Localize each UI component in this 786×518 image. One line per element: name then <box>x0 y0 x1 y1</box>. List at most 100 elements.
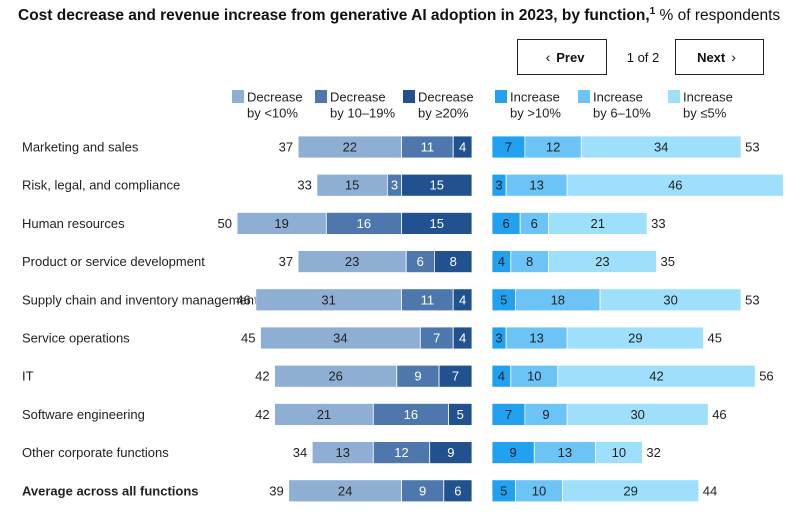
category-label: IT <box>22 369 34 384</box>
decrease-total: 34 <box>293 445 307 460</box>
decrease-value: 8 <box>450 254 457 269</box>
decrease-total: 37 <box>279 254 293 269</box>
legend-increase-label-1-line2: by 6–10% <box>593 106 651 121</box>
legend-increase-swatch-0 <box>495 90 507 103</box>
increase-value: 34 <box>654 140 668 155</box>
decrease-value: 11 <box>421 140 435 155</box>
increase-value: 10 <box>612 445 626 460</box>
next-button[interactable]: Next › <box>675 39 764 75</box>
title-unit: % of respondents <box>655 7 781 25</box>
category-label: Marketing and sales <box>22 140 139 155</box>
increase-total: 35 <box>661 254 675 269</box>
legend-decrease-label-2-line2: by ≥20% <box>418 106 469 121</box>
decrease-total: 46 <box>236 292 250 307</box>
decrease-value: 11 <box>421 292 435 307</box>
decrease-value: 21 <box>317 407 331 422</box>
decrease-value: 15 <box>430 216 444 231</box>
legend-increase-label-1-line1: Increase <box>593 90 643 105</box>
decrease-bar <box>429 441 473 465</box>
legend-decrease-swatch-1 <box>315 90 327 103</box>
legend-increase-swatch-2 <box>668 90 680 103</box>
decrease-bar <box>401 211 473 235</box>
decrease-value: 4 <box>459 140 466 155</box>
increase-value: 5 <box>500 483 507 498</box>
increase-total: 46 <box>712 407 726 422</box>
decrease-value: 3 <box>391 178 398 193</box>
category-label: Risk, legal, and compliance <box>22 178 180 193</box>
increase-value: 6 <box>531 216 538 231</box>
legend-increase-label-0-line2: by >10% <box>510 106 561 121</box>
prev-label: Prev <box>556 49 585 65</box>
increase-value: 42 <box>649 369 663 384</box>
legend-decrease-label-1-line1: Decrease <box>330 90 386 105</box>
increase-value: 10 <box>527 369 541 384</box>
legend-decrease-label-2-line1: Decrease <box>418 90 474 105</box>
increase-value: 30 <box>630 407 644 422</box>
decrease-bar <box>452 135 473 159</box>
decrease-value: 6 <box>417 254 424 269</box>
decrease-bar <box>452 288 473 312</box>
increase-value: 13 <box>529 331 543 346</box>
title-main: Cost decrease and revenue increase from … <box>18 7 650 25</box>
decrease-value: 13 <box>336 445 350 460</box>
decrease-value: 34 <box>333 331 347 346</box>
decrease-bar <box>433 250 473 274</box>
legend-decrease-swatch-2 <box>403 90 415 103</box>
prev-button[interactable]: ‹ Prev <box>517 39 607 75</box>
legend-decrease-label-0-line1: Decrease <box>247 90 303 105</box>
legend-increase-label-0-line1: Increase <box>510 90 560 105</box>
category-label: Supply chain and inventory management <box>22 292 258 307</box>
increase-bar <box>562 479 700 503</box>
increase-value: 7 <box>505 140 512 155</box>
decrease-bar <box>448 402 473 426</box>
decrease-total: 42 <box>255 407 269 422</box>
legend-decrease-label-1-line2: by 10–19% <box>330 106 395 121</box>
increase-value: 30 <box>663 292 677 307</box>
increase-total: 44 <box>703 483 717 498</box>
category-label: Software engineering <box>22 407 145 422</box>
decrease-value: 26 <box>328 369 342 384</box>
increase-total: 56 <box>759 369 773 384</box>
increase-value: 9 <box>542 407 549 422</box>
category-label: Average across all functions <box>22 483 199 498</box>
increase-bar <box>566 173 784 197</box>
decrease-value: 9 <box>447 445 454 460</box>
increase-value: 9 <box>510 445 517 460</box>
increase-value: 29 <box>623 483 637 498</box>
decrease-total: 33 <box>297 178 311 193</box>
legend-increase-swatch-1 <box>578 90 590 103</box>
decrease-total: 50 <box>218 216 232 231</box>
increase-value: 29 <box>628 331 642 346</box>
decrease-bar <box>438 364 473 388</box>
increase-total: 53 <box>745 292 759 307</box>
legend-increase-label-2-line2: by ≤5% <box>683 106 727 121</box>
legend-decrease-swatch-0 <box>232 90 244 103</box>
decrease-total: 42 <box>255 369 269 384</box>
decrease-value: 16 <box>404 407 418 422</box>
decrease-value: 5 <box>457 407 464 422</box>
decrease-value: 24 <box>338 483 352 498</box>
increase-value: 13 <box>529 178 543 193</box>
increase-total: 53 <box>745 140 759 155</box>
decrease-bar <box>443 479 473 503</box>
decrease-bar <box>452 326 473 350</box>
decrease-value: 16 <box>357 216 371 231</box>
increase-value: 21 <box>591 216 605 231</box>
chart-title: Cost decrease and revenue increase from … <box>18 6 780 25</box>
decrease-total: 45 <box>241 331 255 346</box>
decrease-value: 22 <box>343 140 357 155</box>
category-label: Other corporate functions <box>22 445 169 460</box>
increase-value: 3 <box>495 178 502 193</box>
increase-value: 8 <box>526 254 533 269</box>
chevron-right-icon: › <box>731 49 736 65</box>
category-label: Product or service development <box>22 254 205 269</box>
decrease-bar <box>401 173 473 197</box>
increase-value: 12 <box>546 140 560 155</box>
decrease-value: 4 <box>459 331 466 346</box>
increase-bar <box>548 211 648 235</box>
increase-value: 3 <box>495 331 502 346</box>
increase-total: 33 <box>651 216 665 231</box>
next-label: Next <box>697 49 726 65</box>
increase-total: 32 <box>646 445 660 460</box>
decrease-value: 12 <box>394 445 408 460</box>
